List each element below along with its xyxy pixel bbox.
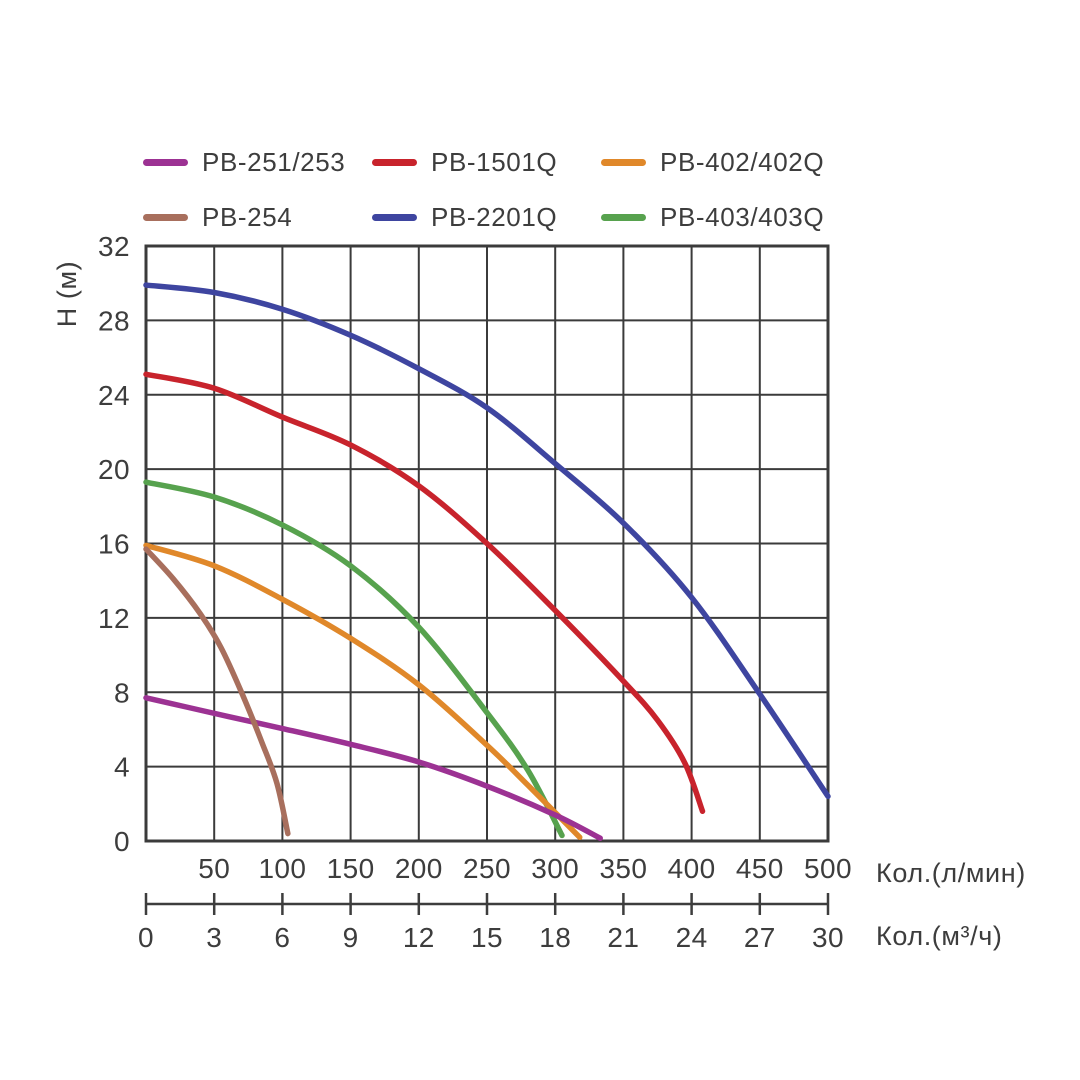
curve-PB-254 [143, 546, 291, 837]
x-axis-secondary-caption: Кол.(м³/ч) [876, 921, 1003, 951]
legend-item-PB-1501Q: PB-1501Q [372, 146, 557, 178]
legend-label: PB-2201Q [431, 201, 558, 232]
x-secondary-tick-label: 12 [403, 922, 435, 953]
x-secondary-tick-label: 18 [539, 922, 571, 953]
grid-layer [144, 244, 830, 843]
legend: PB-251/253 PB-1501Q PB-402/402Q PB-254 PB-22… [0, 0, 1080, 240]
x-secondary-tick-label: 30 [812, 922, 844, 953]
curve-PB-251/253 [143, 695, 603, 841]
x-secondary-tick-label: 15 [471, 922, 503, 953]
legend-item-PB-403/403Q: PB-403/403Q [601, 201, 824, 233]
y-tick-label: 12 [98, 603, 130, 634]
curve-PB-1501Q [143, 371, 706, 814]
x-primary-tick-label: 300 [531, 853, 579, 884]
x-primary-tick-label: 500 [804, 853, 852, 884]
legend-swatch-icon [143, 213, 188, 221]
y-tick-label: 0 [114, 826, 130, 857]
x-secondary-tick-label: 27 [744, 922, 776, 953]
legend-swatch-icon [143, 158, 188, 166]
x-primary-tick-label: 450 [736, 853, 784, 884]
x-axis-primary-caption: Кол.(л/мин) [876, 858, 1026, 888]
y-tick-label: 8 [114, 677, 130, 708]
legend-item-PB-2201Q: PB-2201Q [372, 201, 557, 233]
legend-item-PB-402/402Q: PB-402/402Q [601, 146, 824, 178]
x-secondary-tick-label: 21 [607, 922, 639, 953]
y-tick-label: 28 [98, 305, 130, 336]
x-primary-tick-label: 350 [599, 853, 647, 884]
x-secondary-tick-label: 9 [343, 922, 359, 953]
curve-PB-403/403Q [143, 479, 565, 839]
x-secondary-tick-label: 0 [138, 922, 154, 953]
y-axis-title: Н (м) [52, 261, 82, 328]
x-primary-tick-label: 400 [668, 853, 716, 884]
x-primary-tick-label: 100 [258, 853, 306, 884]
legend-swatch-icon [372, 158, 417, 166]
legend-label: PB-1501Q [431, 146, 558, 177]
y-tick-label: 20 [98, 454, 130, 485]
legend-label: PB-402/402Q [660, 146, 825, 177]
x-primary-tick-label: 50 [198, 853, 230, 884]
y-tick-label: 24 [98, 380, 130, 411]
legend-swatch-icon [601, 158, 646, 166]
curve-PB-402/402Q [143, 542, 583, 841]
x-secondary-tick-label: 24 [676, 922, 708, 953]
x-primary-tick-label: 200 [395, 853, 443, 884]
legend-label: PB-403/403Q [660, 201, 825, 232]
legend-swatch-icon [372, 213, 417, 221]
x-primary-tick-label: 250 [463, 853, 511, 884]
legend-item-PB-251/253: PB-251/253 [143, 146, 345, 178]
x-secondary-tick-label: 3 [206, 922, 222, 953]
y-tick-label: 32 [98, 231, 130, 262]
legend-swatch-icon [601, 213, 646, 221]
legend-label: PB-254 [202, 201, 293, 232]
y-tick-label: 16 [98, 529, 130, 560]
x-secondary-tick-label: 6 [274, 922, 290, 953]
legend-item-PB-254: PB-254 [143, 201, 292, 233]
curves-layer [143, 282, 831, 841]
y-tick-label: 4 [114, 752, 130, 783]
curve-PB-2201Q [143, 282, 831, 800]
x-primary-tick-label: 150 [327, 853, 375, 884]
legend-label: PB-251/253 [202, 146, 346, 177]
